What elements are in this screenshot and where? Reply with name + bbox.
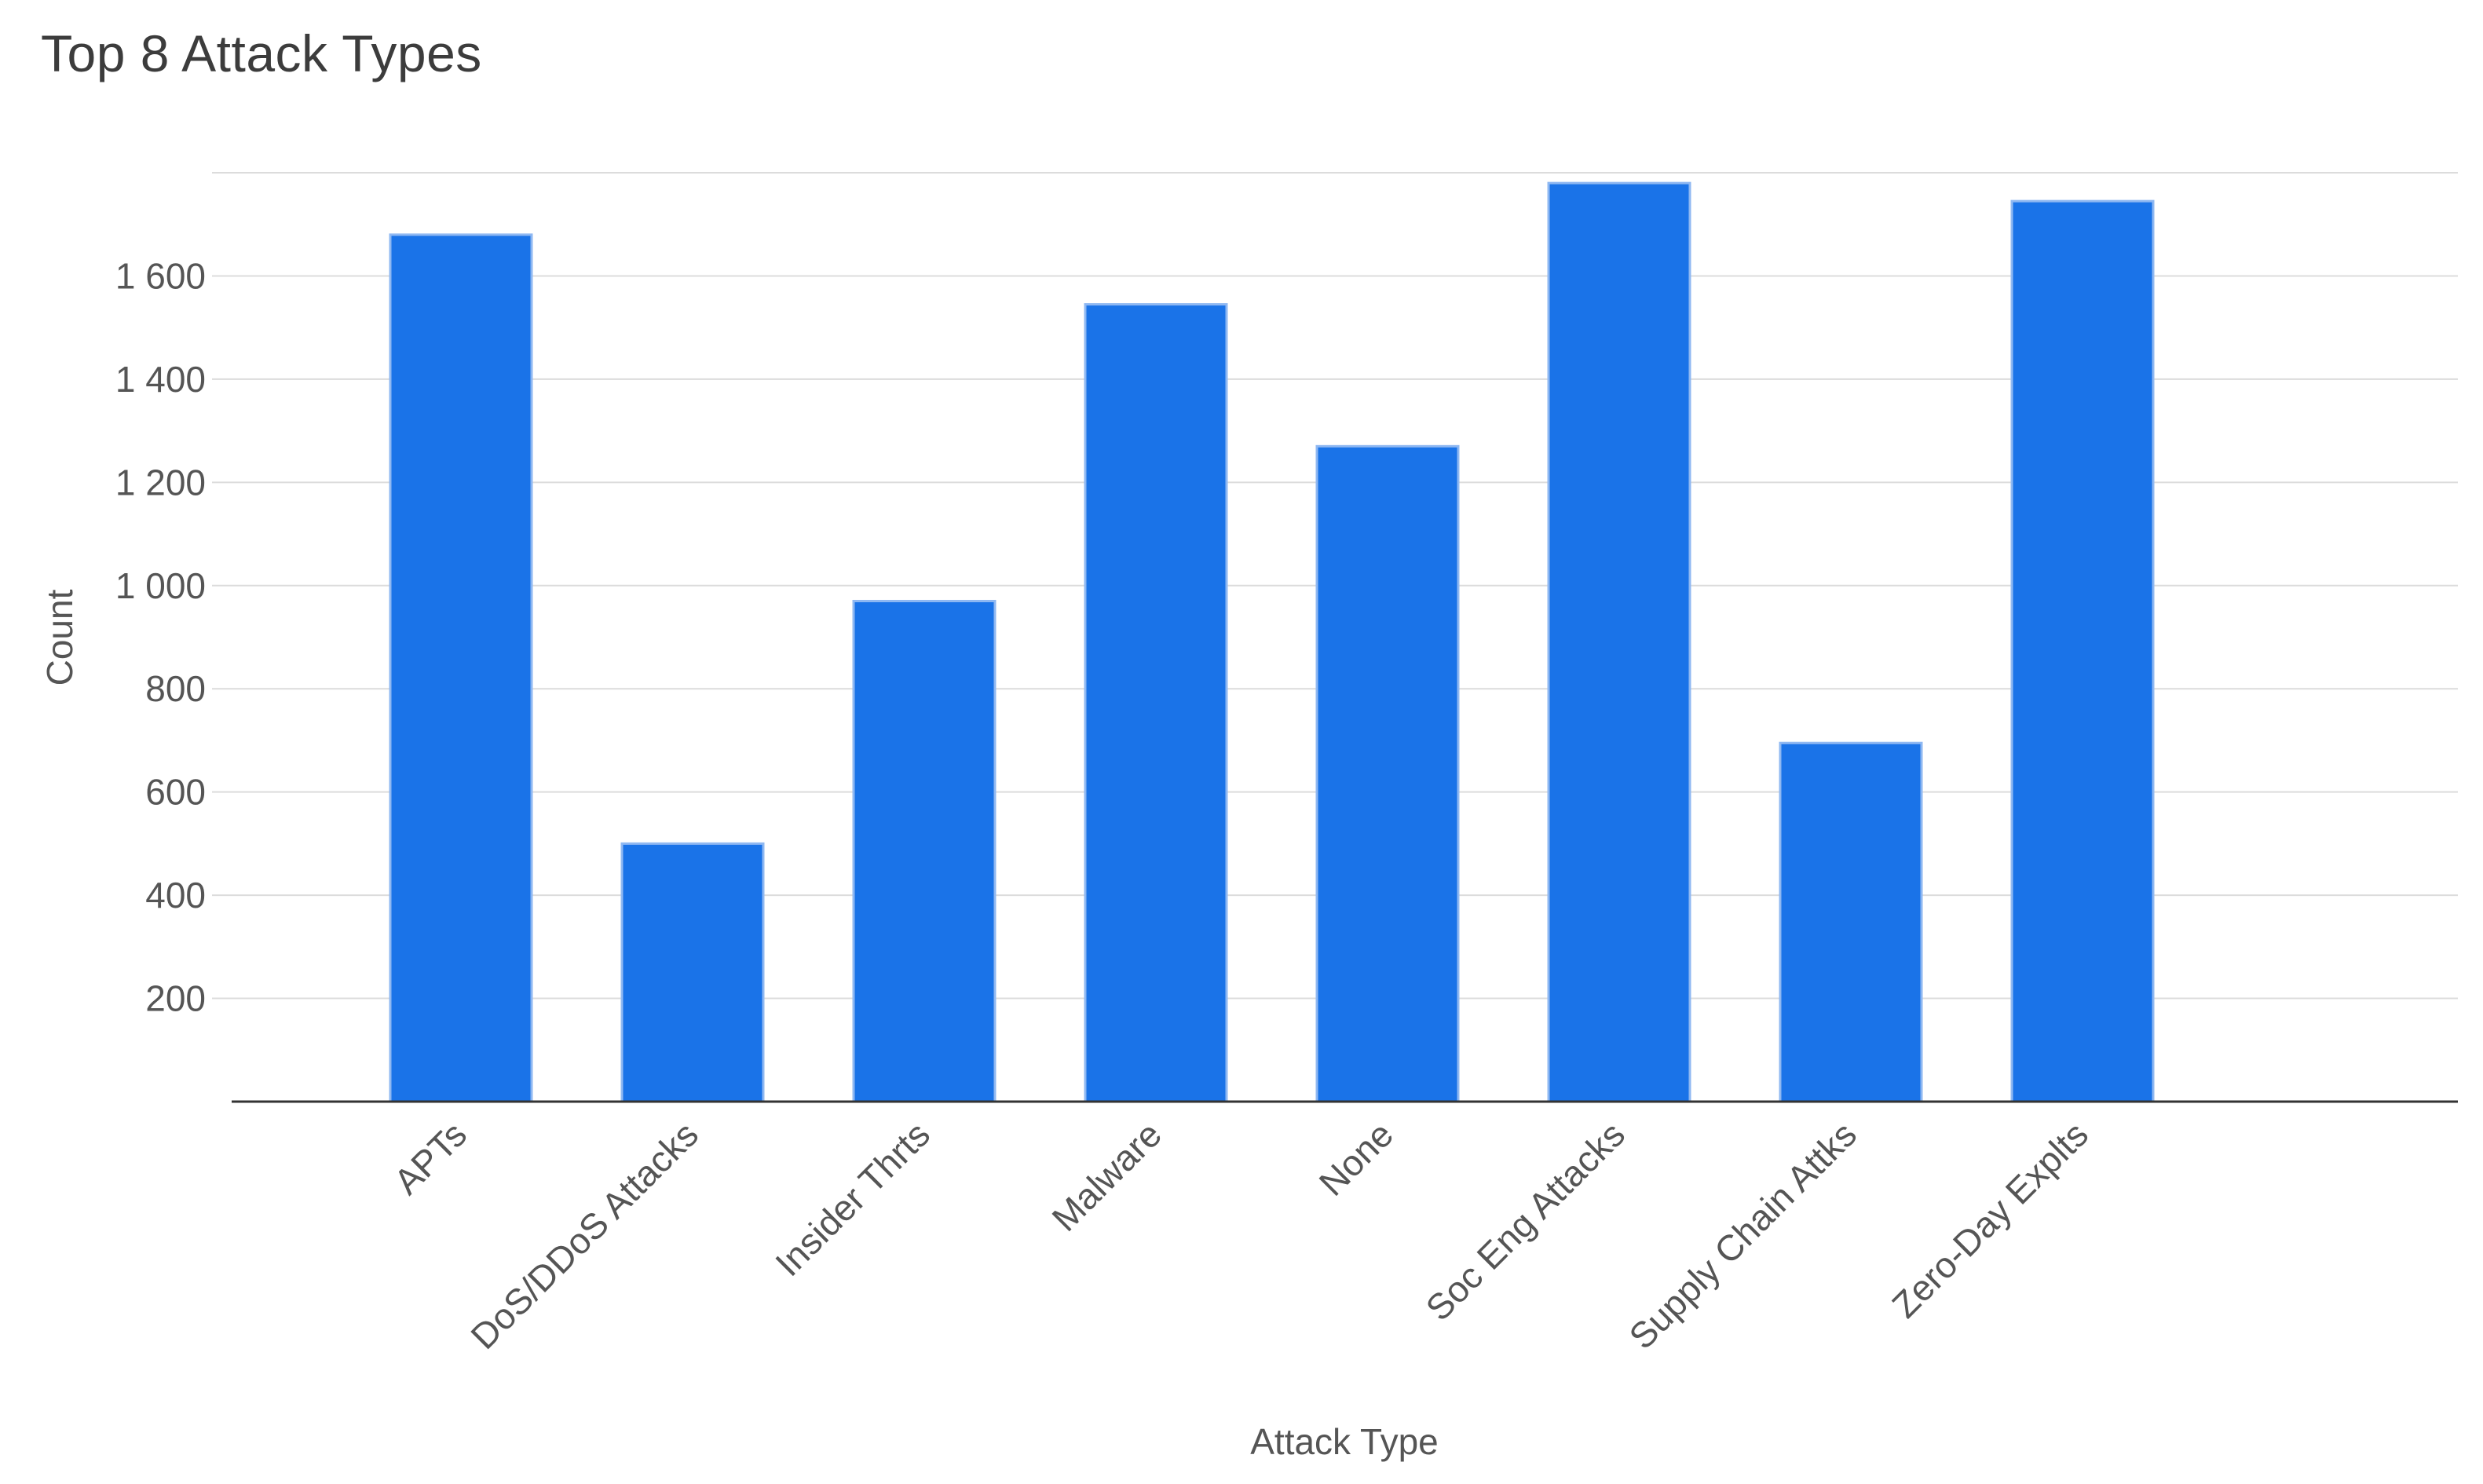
y-tick-label: 1 200 xyxy=(115,462,206,503)
y-tick-label: 600 xyxy=(145,772,206,813)
y-tick-label: 200 xyxy=(145,978,206,1019)
bar xyxy=(1779,741,1923,1103)
x-tick-label: DoS/DDoS Attacks xyxy=(463,1113,706,1357)
y-tick-labels: 200 400 600 800 1 000 1 200 1 400 1 600 xyxy=(115,255,206,1018)
y-tick-label: 400 xyxy=(145,875,206,916)
bar xyxy=(389,233,533,1103)
x-tick-label: Malware xyxy=(1044,1113,1169,1239)
y-axis-label: Count xyxy=(39,589,80,685)
x-axis-label: Attack Type xyxy=(1250,1421,1439,1462)
x-tick-label: Insider Thrts xyxy=(767,1113,938,1284)
x-tick-label: Supply Chain Attks xyxy=(1621,1113,1864,1357)
bar xyxy=(1547,181,1691,1103)
bars xyxy=(389,181,2155,1103)
x-tick-label: APTs xyxy=(386,1113,474,1202)
y-tick-label: 800 xyxy=(145,668,206,709)
bar xyxy=(852,599,996,1103)
x-tick-label: Zero-Day Explts xyxy=(1884,1113,2096,1325)
bar xyxy=(1084,303,1228,1103)
y-tick-label: 1 400 xyxy=(115,359,206,400)
y-tick-label: 1 000 xyxy=(115,565,206,606)
chart-title: Top 8 Attack Types xyxy=(41,24,482,82)
bar xyxy=(1315,444,1460,1103)
x-tick-label: Soc Eng Attacks xyxy=(1417,1113,1633,1329)
x-tick-label: None xyxy=(1311,1113,1402,1204)
bar xyxy=(2010,199,2155,1103)
bar xyxy=(620,842,765,1103)
y-tick-label: 1 600 xyxy=(115,255,206,296)
